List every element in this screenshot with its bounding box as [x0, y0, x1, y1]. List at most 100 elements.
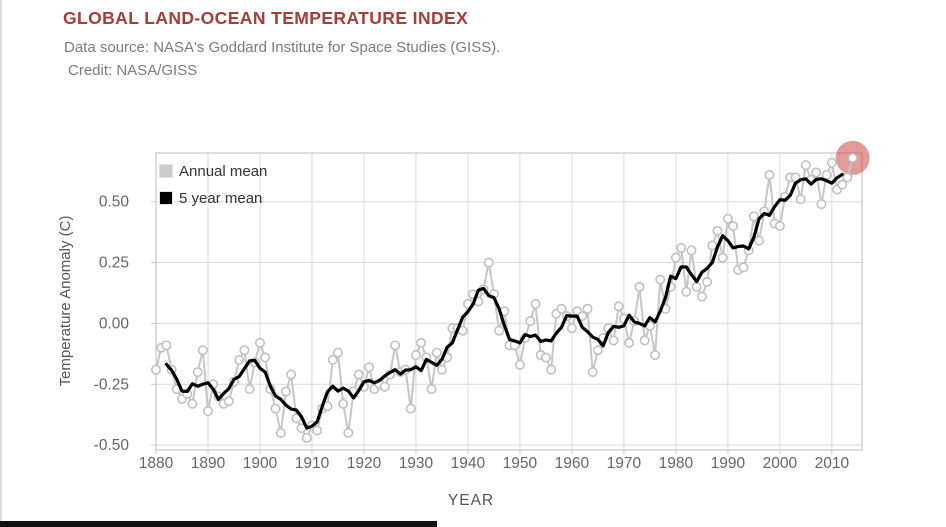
annual-data-point[interactable]: [161, 340, 172, 351]
annual-data-point[interactable]: [764, 169, 775, 180]
annual-data-point[interactable]: [431, 347, 442, 358]
annual-data-point[interactable]: [837, 179, 848, 190]
annual-data-point[interactable]: [639, 335, 650, 346]
annual-data-point[interactable]: [530, 298, 541, 309]
annual-data-point[interactable]: [286, 369, 297, 380]
annual-data-point[interactable]: [254, 337, 265, 348]
legend-item-5-year-mean: 5 year mean: [159, 188, 267, 208]
annual-data-point[interactable]: [722, 213, 733, 224]
annual-data-point[interactable]: [239, 345, 250, 356]
annual-data-point[interactable]: [650, 350, 661, 361]
annual-data-point[interactable]: [676, 242, 687, 253]
annual-data-point[interactable]: [566, 323, 577, 334]
annual-data-point[interactable]: [525, 315, 536, 326]
annual-data-point[interactable]: [151, 364, 162, 375]
annual-data-point[interactable]: [514, 359, 525, 370]
annual-data-point[interactable]: [202, 406, 213, 417]
annual-data-point[interactable]: [405, 403, 416, 414]
x-tick-label: 1960: [555, 455, 590, 472]
annual-data-point[interactable]: [234, 354, 245, 365]
annual-data-point[interactable]: [483, 257, 494, 268]
annual-data-point[interactable]: [270, 403, 281, 414]
annual-data-point[interactable]: [353, 369, 364, 380]
y-axis-title: Temperature Anomaly (C): [57, 216, 74, 387]
annual-data-point[interactable]: [390, 340, 401, 351]
annual-data-point[interactable]: [613, 301, 624, 312]
annual-data-point[interactable]: [712, 225, 723, 236]
annual-data-point[interactable]: [717, 252, 728, 263]
legend-item-annual-mean: Annual mean: [159, 161, 267, 181]
annual-data-point[interactable]: [556, 303, 567, 314]
page-left-border: [0, 0, 2, 527]
five-year-mean-line: [164, 172, 844, 430]
annual-data-point[interactable]: [301, 432, 312, 443]
axis-ticks: 1880 1890 1900 1910 1920 1930 1940 1950 1960 1970…: [94, 194, 850, 472]
annual-data-point[interactable]: [410, 350, 421, 361]
annual-data-point[interactable]: [244, 384, 255, 395]
bottom-media-strip: [0, 521, 437, 527]
annual-data-point[interactable]: [608, 335, 619, 346]
x-tick-label: 1920: [347, 455, 382, 472]
x-tick-label: 1910: [295, 455, 330, 472]
y-tick-label: 0.00: [99, 315, 130, 332]
annual-data-point[interactable]: [275, 427, 286, 438]
chart-subtitle: Data source: NASA's Goddard Institute fo…: [64, 36, 500, 82]
annual-data-point[interactable]: [223, 396, 234, 407]
annual-data-point[interactable]: [187, 398, 198, 409]
annual-data-point[interactable]: [343, 427, 354, 438]
annual-data-point[interactable]: [696, 291, 707, 302]
x-tick-label: 1970: [607, 455, 642, 472]
annual-data-point[interactable]: [494, 325, 505, 336]
legend-annual-label: Annual mean: [179, 162, 268, 180]
annual-data-point[interactable]: [795, 194, 806, 205]
annual-data-point[interactable]: [379, 381, 390, 392]
annual-data-point[interactable]: [587, 367, 598, 378]
annual-data-point[interactable]: [826, 157, 837, 168]
annual-data-point[interactable]: [624, 337, 635, 348]
annual-data-point[interactable]: [707, 240, 718, 251]
annual-data-point[interactable]: [338, 398, 349, 409]
annual-data-point[interactable]: [634, 281, 645, 292]
annual-data-point[interactable]: [670, 252, 681, 263]
annual-mean-swatch-icon: [159, 164, 173, 178]
x-tick-label: 1990: [711, 455, 746, 472]
annual-data-point[interactable]: [592, 345, 603, 356]
annual-data-point[interactable]: [192, 367, 203, 378]
x-tick-label: 1950: [503, 455, 538, 472]
plot-frame: [155, 152, 863, 451]
annual-data-point[interactable]: [728, 221, 739, 232]
annual-data-point[interactable]: [540, 352, 551, 363]
annual-data-point[interactable]: [748, 211, 759, 222]
annual-data-point[interactable]: [364, 362, 375, 373]
annual-data-point[interactable]: [312, 425, 323, 436]
annual-data-point[interactable]: [821, 169, 832, 180]
annual-data-point[interactable]: [681, 286, 692, 297]
annual-data-point[interactable]: [416, 337, 427, 348]
annual-data-point[interactable]: [582, 303, 593, 314]
annual-data-point[interactable]: [260, 352, 271, 363]
annual-data-point[interactable]: [332, 347, 343, 358]
annual-data-point[interactable]: [847, 152, 858, 163]
annual-data-point[interactable]: [842, 172, 853, 183]
x-tick-label: 2010: [815, 455, 850, 472]
annual-data-point[interactable]: [197, 345, 208, 356]
annual-data-point[interactable]: [816, 199, 827, 210]
annual-data-point[interactable]: [436, 364, 447, 375]
annual-data-point[interactable]: [800, 160, 811, 171]
annual-data-point[interactable]: [702, 277, 713, 288]
annual-data-point[interactable]: [774, 221, 785, 232]
annual-data-point[interactable]: [546, 364, 557, 375]
annual-mean-points[interactable]: [151, 152, 858, 443]
annual-data-point[interactable]: [327, 354, 338, 365]
annual-data-point[interactable]: [280, 386, 291, 397]
annual-data-point[interactable]: [811, 167, 822, 178]
y-tick-label: -0.50: [94, 437, 130, 454]
annual-data-point[interactable]: [691, 281, 702, 292]
x-tick-label: 2000: [763, 455, 798, 472]
five-year-mean-swatch-icon: [159, 191, 173, 205]
annual-data-point[interactable]: [738, 262, 749, 273]
annual-data-point[interactable]: [655, 274, 666, 285]
annual-data-point[interactable]: [686, 245, 697, 256]
annual-data-point[interactable]: [754, 235, 765, 246]
annual-data-point[interactable]: [426, 384, 437, 395]
